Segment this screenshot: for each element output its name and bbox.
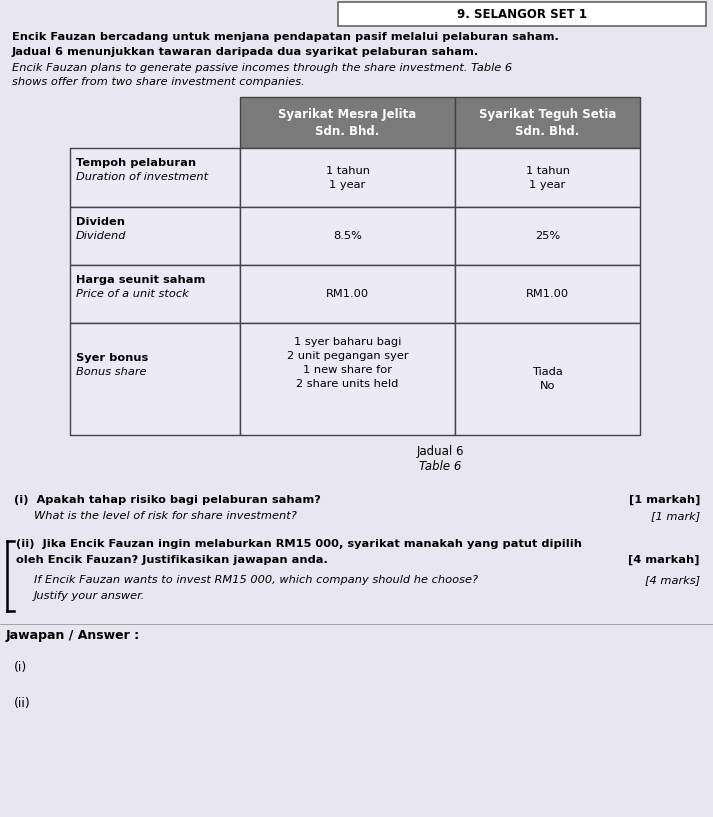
Bar [240,148,455,207]
Text: RM1.00: RM1.00 [526,289,569,299]
Text: (i): (i) [14,661,27,674]
Text: [1 markah]: [1 markah] [629,495,700,505]
Text: Tiada
No: Tiada No [532,367,563,391]
Text: [4 marks]: [4 marks] [645,575,700,585]
Bar [70,323,240,435]
Bar [70,265,240,323]
Text: Encik Fauzan plans to generate passive incomes through the share investment. Tab: Encik Fauzan plans to generate passive i… [12,63,512,73]
Bar [240,97,455,148]
Text: Justify your answer.: Justify your answer. [34,591,145,601]
Text: (ii)  Jika Encik Fauzan ingin melaburkan RM15 000, syarikat manakah yang patut d: (ii) Jika Encik Fauzan ingin melaburkan … [16,539,582,549]
Text: Syarikat Teguh Setia
Sdn. Bhd.: Syarikat Teguh Setia Sdn. Bhd. [479,108,616,137]
Text: 1 tahun
1 year: 1 tahun 1 year [326,166,369,190]
Text: Bonus share: Bonus share [76,367,146,377]
Text: [4 markah]: [4 markah] [628,555,700,565]
Text: Tempoh pelaburan: Tempoh pelaburan [76,158,196,168]
Text: 9. SELANGOR SET 1: 9. SELANGOR SET 1 [457,7,587,20]
Text: If Encik Fauzan wants to invest RM15 000, which company should he choose?: If Encik Fauzan wants to invest RM15 000… [34,575,478,585]
Text: RM1.00: RM1.00 [326,289,369,299]
Text: Price of a unit stock: Price of a unit stock [76,289,189,299]
Text: 8.5%: 8.5% [333,231,362,241]
Text: Duration of investment: Duration of investment [76,172,208,182]
Text: Harga seunit saham: Harga seunit saham [76,275,205,285]
Bar [455,265,640,323]
Bar [455,207,640,265]
Bar [338,2,706,26]
Bar [240,265,455,323]
Bar [455,97,640,148]
Text: Jadual 6 menunjukkan tawaran daripada dua syarikat pelaburan saham.: Jadual 6 menunjukkan tawaran daripada du… [12,47,479,57]
Text: Syer bonus: Syer bonus [76,353,148,363]
Text: What is the level of risk for share investment?: What is the level of risk for share inve… [34,511,297,521]
Bar [240,323,455,435]
Bar [240,207,455,265]
Text: Encik Fauzan bercadang untuk menjana pendapatan pasif melalui pelaburan saham.: Encik Fauzan bercadang untuk menjana pen… [12,32,559,42]
Bar [70,148,240,207]
Bar [455,148,640,207]
Text: oleh Encik Fauzan? Justifikasikan jawapan anda.: oleh Encik Fauzan? Justifikasikan jawapa… [16,555,328,565]
Text: Dividen: Dividen [76,217,125,227]
Text: [1 mark]: [1 mark] [651,511,700,521]
Text: 1 syer baharu bagi
2 unit pegangan syer
1 new share for
2 share units held: 1 syer baharu bagi 2 unit pegangan syer … [287,337,409,389]
Text: 1 tahun
1 year: 1 tahun 1 year [525,166,570,190]
Text: Table 6: Table 6 [419,460,461,473]
Text: Dividend: Dividend [76,231,126,241]
Text: 25%: 25% [535,231,560,241]
Text: Syarikat Mesra Jelita
Sdn. Bhd.: Syarikat Mesra Jelita Sdn. Bhd. [278,108,416,137]
Text: (ii): (ii) [14,697,31,710]
Bar [455,323,640,435]
Text: Jadual 6: Jadual 6 [416,445,463,458]
Bar [70,207,240,265]
Text: shows offer from two share investment companies.: shows offer from two share investment co… [12,77,304,87]
Text: Jawapan / Answer :: Jawapan / Answer : [6,629,140,642]
Text: (i)  Apakah tahap risiko bagi pelaburan saham?: (i) Apakah tahap risiko bagi pelaburan s… [14,495,321,505]
